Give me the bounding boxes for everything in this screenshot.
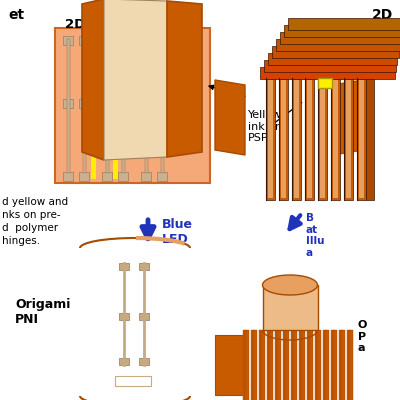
Bar	[122, 39, 125, 173]
Bar	[215, 335, 243, 395]
Text: d yellow and: d yellow and	[2, 197, 68, 207]
Bar	[359, 80, 364, 198]
Text: Origami
PNI: Origami PNI	[15, 298, 70, 326]
Bar	[292, 78, 301, 200]
Text: Yellow
ink on
PSP: Yellow ink on PSP	[248, 110, 282, 143]
Bar	[141, 36, 151, 45]
Text: O
P
a: O P a	[358, 320, 367, 353]
Bar	[118, 99, 128, 108]
Bar	[283, 330, 289, 400]
Text: nks on pre-: nks on pre-	[2, 210, 61, 220]
Bar	[339, 330, 345, 400]
Text: 2D polymer probe: 2D polymer probe	[65, 18, 199, 31]
Bar	[67, 39, 70, 173]
Bar	[113, 32, 118, 179]
Bar	[118, 172, 128, 181]
Bar	[157, 36, 167, 45]
Bar	[79, 172, 89, 181]
Text: 2D: 2D	[372, 8, 393, 22]
Bar	[157, 99, 167, 108]
Bar	[318, 78, 327, 200]
Bar	[357, 78, 366, 200]
Bar	[281, 80, 286, 198]
Polygon shape	[268, 53, 397, 65]
Bar	[119, 358, 129, 365]
Polygon shape	[167, 1, 202, 157]
Bar	[83, 39, 86, 173]
Bar	[366, 78, 374, 200]
Polygon shape	[288, 18, 400, 30]
Bar	[307, 330, 313, 400]
Bar	[102, 99, 112, 108]
Bar	[263, 285, 318, 330]
Polygon shape	[272, 46, 398, 58]
Polygon shape	[276, 39, 400, 51]
Polygon shape	[333, 80, 363, 155]
Polygon shape	[260, 67, 395, 79]
Bar	[266, 78, 275, 200]
Polygon shape	[215, 80, 245, 155]
Bar	[63, 36, 73, 45]
Bar	[79, 99, 89, 108]
Text: d  polymer: d polymer	[2, 223, 58, 233]
Bar	[251, 330, 257, 400]
Bar	[91, 32, 96, 179]
Bar	[243, 330, 249, 400]
Bar	[119, 313, 129, 320]
Bar	[139, 358, 149, 365]
Bar	[267, 330, 273, 400]
Bar	[331, 78, 340, 200]
Bar	[320, 80, 325, 198]
Text: et: et	[8, 8, 24, 22]
Bar	[161, 39, 164, 173]
Bar	[55, 28, 210, 183]
Bar	[102, 172, 112, 181]
Bar	[333, 80, 338, 198]
Bar	[268, 80, 273, 198]
Bar	[115, 376, 151, 386]
Bar	[315, 330, 321, 400]
Bar	[346, 80, 351, 198]
Bar	[279, 78, 288, 200]
Text: Blue
LED: Blue LED	[162, 218, 193, 246]
Bar	[102, 36, 112, 45]
Ellipse shape	[262, 275, 318, 295]
Bar	[307, 80, 312, 198]
Bar	[305, 78, 314, 200]
Polygon shape	[104, 0, 167, 160]
Bar	[119, 263, 129, 270]
Bar	[145, 39, 148, 173]
Bar	[299, 330, 305, 400]
Text: B
at
Illu
a: B at Illu a	[306, 213, 324, 258]
Bar	[344, 78, 353, 200]
Polygon shape	[264, 60, 396, 72]
Bar	[259, 330, 265, 400]
Bar	[294, 80, 299, 198]
Bar	[63, 99, 73, 108]
Bar	[157, 172, 167, 181]
Bar	[118, 36, 128, 45]
Polygon shape	[280, 32, 400, 44]
Bar	[106, 39, 109, 173]
Bar	[63, 172, 73, 181]
Bar	[291, 330, 297, 400]
Polygon shape	[82, 0, 104, 160]
Bar	[323, 330, 329, 400]
Bar	[141, 99, 151, 108]
Bar	[141, 172, 151, 181]
Bar	[139, 263, 149, 270]
Text: hinges.: hinges.	[2, 236, 40, 246]
Bar	[331, 330, 337, 400]
Bar	[318, 78, 332, 88]
Polygon shape	[284, 25, 400, 37]
Bar	[347, 330, 353, 400]
Bar	[139, 313, 149, 320]
Bar	[275, 330, 281, 400]
Bar	[79, 36, 89, 45]
